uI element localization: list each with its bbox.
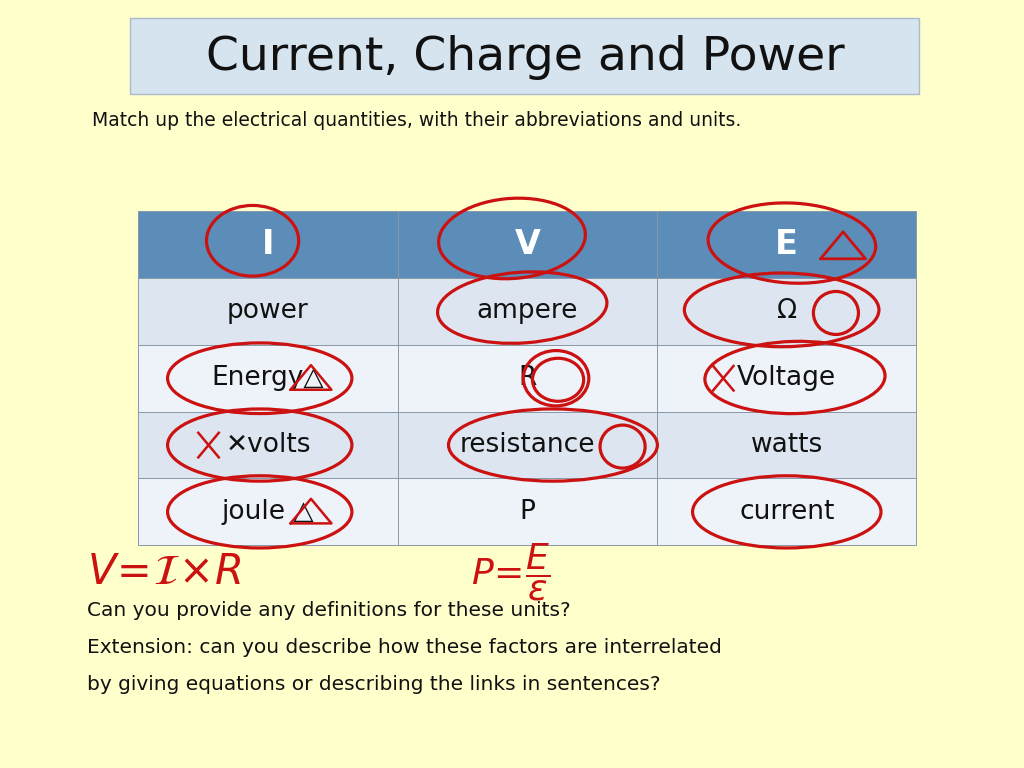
Text: by giving equations or describing the links in sentences?: by giving equations or describing the li…: [87, 675, 660, 694]
Text: ampere: ampere: [477, 299, 578, 324]
Bar: [397, 478, 657, 545]
Bar: [397, 345, 657, 412]
Bar: [657, 345, 916, 412]
Text: ✕volts: ✕volts: [225, 432, 310, 458]
Bar: [138, 211, 397, 278]
Bar: [138, 412, 397, 478]
Bar: [138, 478, 397, 545]
Text: resistance: resistance: [460, 432, 595, 458]
Bar: [657, 478, 916, 545]
Text: Voltage: Voltage: [737, 366, 837, 391]
Text: Match up the electrical quantities, with their abbreviations and units.: Match up the electrical quantities, with…: [92, 111, 741, 130]
Text: current: current: [739, 499, 835, 525]
Text: R: R: [518, 366, 537, 391]
Bar: [657, 211, 916, 278]
Text: $V\!=\!\mathcal{I}\!\times\!R$: $V\!=\!\mathcal{I}\!\times\!R$: [87, 551, 242, 593]
Text: V: V: [514, 228, 541, 261]
Text: joule △: joule △: [221, 499, 314, 525]
Bar: [397, 211, 657, 278]
Text: $P\!=\!\dfrac{E}{\varepsilon}$: $P\!=\!\dfrac{E}{\varepsilon}$: [471, 541, 550, 603]
Text: P: P: [519, 499, 536, 525]
Text: watts: watts: [751, 432, 823, 458]
Text: power: power: [227, 299, 309, 324]
Bar: [138, 278, 397, 345]
Bar: [397, 278, 657, 345]
Bar: [657, 278, 916, 345]
Bar: [397, 412, 657, 478]
Bar: [657, 412, 916, 478]
Text: E: E: [775, 228, 799, 261]
Text: Extension: can you describe how these factors are interrelated: Extension: can you describe how these fa…: [87, 638, 722, 657]
Text: Can you provide any definitions for these units?: Can you provide any definitions for thes…: [87, 601, 570, 620]
Text: Ω: Ω: [777, 299, 797, 324]
FancyBboxPatch shape: [130, 18, 919, 94]
Text: Current, Charge and Power: Current, Charge and Power: [206, 35, 845, 80]
Text: I: I: [262, 228, 274, 261]
Bar: [138, 345, 397, 412]
Text: Energy△: Energy△: [212, 366, 325, 391]
